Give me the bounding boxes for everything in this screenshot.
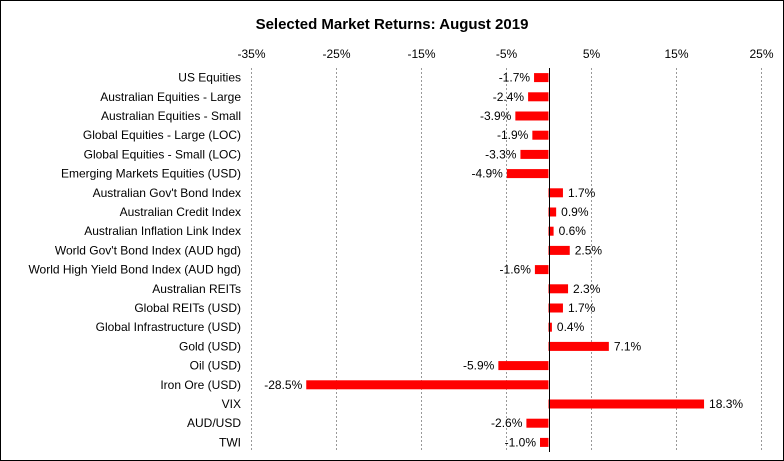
x-tick-label: -25% — [322, 47, 350, 61]
data-label: -2.4% — [493, 90, 525, 104]
category-label: Global Equities - Small (LOC) — [84, 147, 241, 161]
x-tick-label: 15% — [664, 47, 688, 61]
category-label: Australian Inflation Link Index — [84, 224, 241, 238]
data-label: 2.5% — [575, 243, 603, 257]
category-label: US Equities — [178, 71, 241, 85]
category-label: Global REITs (USD) — [134, 301, 241, 315]
bar — [548, 207, 557, 217]
bar — [498, 361, 549, 371]
data-label: -2.6% — [491, 416, 523, 430]
bar — [540, 437, 549, 447]
bar — [548, 341, 609, 351]
category-label: Emerging Markets Equities (USD) — [61, 167, 241, 181]
bar — [515, 111, 549, 121]
category-label: VIX — [222, 397, 241, 411]
x-tick-label: 25% — [749, 47, 773, 61]
bar — [548, 399, 705, 409]
data-label: -3.3% — [485, 147, 517, 161]
category-labels: US Equities Australian Equities - Large Au… — [28, 71, 241, 450]
category-label: Global Infrastructure (USD) — [96, 320, 241, 334]
data-label: -1.9% — [497, 128, 529, 142]
data-label: 7.1% — [614, 339, 642, 353]
category-label: Australian Credit Index — [120, 205, 241, 219]
x-axis-ticks: -35% -25% -15% -5% 5% 15% 25% — [237, 47, 773, 61]
bar — [306, 380, 549, 390]
bar — [548, 226, 554, 236]
bar — [528, 92, 549, 102]
x-tick-label: -35% — [237, 47, 265, 61]
bar — [534, 73, 549, 83]
x-tick-label: -5% — [496, 47, 518, 61]
category-label: Gold (USD) — [179, 339, 241, 353]
data-label: -1.6% — [500, 263, 532, 277]
bar — [534, 265, 549, 275]
category-label: World Gov't Bond Index (AUD hgd) — [55, 243, 241, 257]
bar — [506, 169, 549, 179]
x-tick-label: -15% — [407, 47, 435, 61]
bar — [520, 149, 549, 159]
bars — [306, 73, 705, 447]
data-label: 0.6% — [559, 224, 587, 238]
category-label: Australian Equities - Large — [100, 90, 241, 104]
bar — [526, 418, 549, 428]
category-label: Australian Gov't Bond Index — [93, 186, 241, 200]
bar — [532, 130, 549, 140]
data-label: -4.9% — [471, 167, 503, 181]
data-label: 1.7% — [568, 301, 596, 315]
category-label: Iron Ore (USD) — [160, 378, 241, 392]
category-label: Oil (USD) — [190, 359, 241, 373]
category-label: TWI — [219, 435, 241, 449]
chart-title: Selected Market Returns: August 2019 — [256, 16, 529, 33]
category-label: World High Yield Bond Index (AUD hgd) — [28, 263, 241, 277]
data-label: 18.3% — [709, 397, 743, 411]
gridlines — [251, 68, 762, 452]
data-label: -28.5% — [264, 378, 302, 392]
data-label: -5.9% — [463, 359, 495, 373]
x-tick-label: 5% — [583, 47, 601, 61]
data-label: 0.9% — [561, 205, 589, 219]
data-label: -1.7% — [499, 71, 531, 85]
category-label: AUD/USD — [187, 416, 241, 430]
bar — [548, 303, 563, 313]
data-label: 1.7% — [568, 186, 596, 200]
bar — [548, 245, 570, 255]
category-label: Australian REITs — [152, 282, 241, 296]
data-label: -1.0% — [505, 435, 537, 449]
category-label: Global Equities - Large (LOC) — [83, 128, 241, 142]
bar — [548, 188, 563, 198]
bar — [548, 284, 569, 294]
data-label: -3.9% — [480, 109, 512, 123]
data-label: 2.3% — [573, 282, 601, 296]
category-label: Australian Equities - Small — [101, 109, 241, 123]
data-label: 0.4% — [557, 320, 585, 334]
bar — [548, 322, 552, 332]
value-labels: -1.7% -2.4% -3.9% -1.9% -3.3% -4.9% 1.7% 0.9% 0.… — [264, 71, 743, 450]
